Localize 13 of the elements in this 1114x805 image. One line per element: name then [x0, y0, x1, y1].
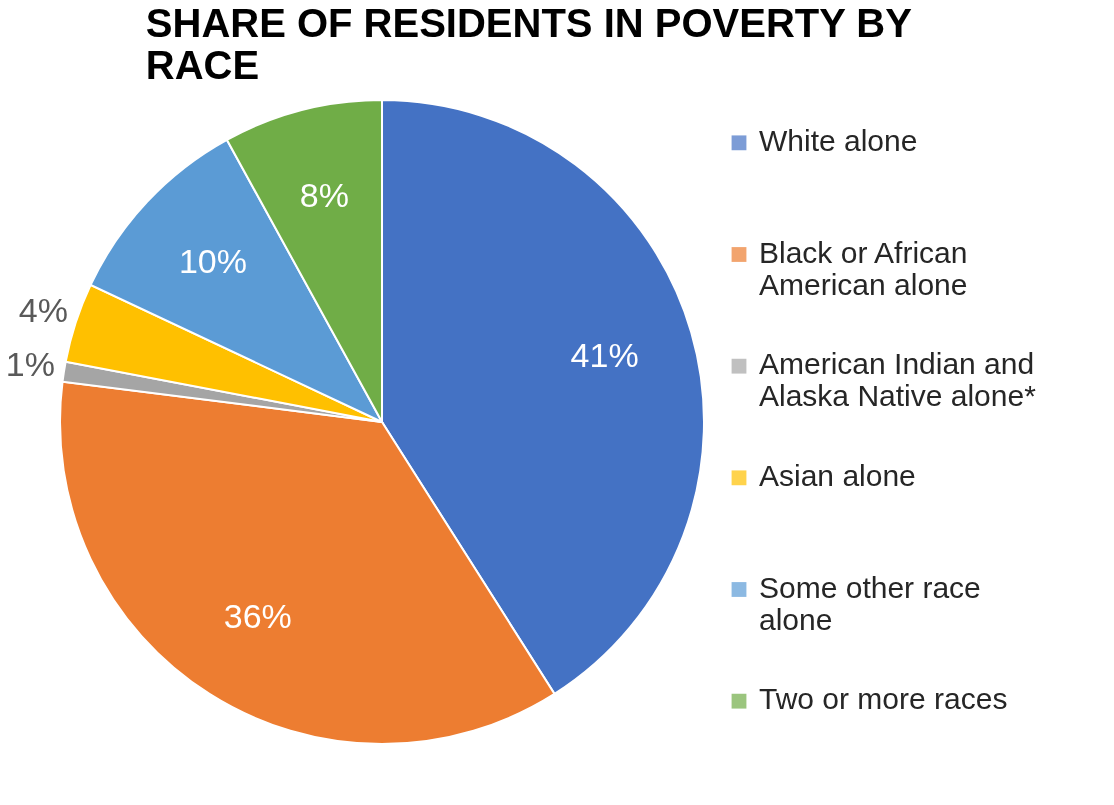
- legend-label: Two or more races: [759, 682, 1008, 716]
- data-label: 4%: [18, 290, 68, 329]
- legend-label: White alone: [759, 123, 918, 157]
- data-label: 10%: [178, 242, 248, 281]
- data-label: 8%: [299, 176, 349, 215]
- data-label: 1%: [5, 345, 55, 384]
- data-label: 41%: [570, 336, 639, 375]
- legend-label: Some other race alone: [759, 570, 981, 636]
- legend-label: Black or African American alone: [759, 235, 968, 301]
- data-label: 36%: [223, 596, 292, 635]
- chart-title: SHARE OF RESIDENTS IN POVERTY BY RACE: [145, 1, 913, 87]
- legend-label: American Indian and Alaska Native alone*: [759, 347, 1037, 413]
- legend-label: Asian alone: [759, 458, 916, 492]
